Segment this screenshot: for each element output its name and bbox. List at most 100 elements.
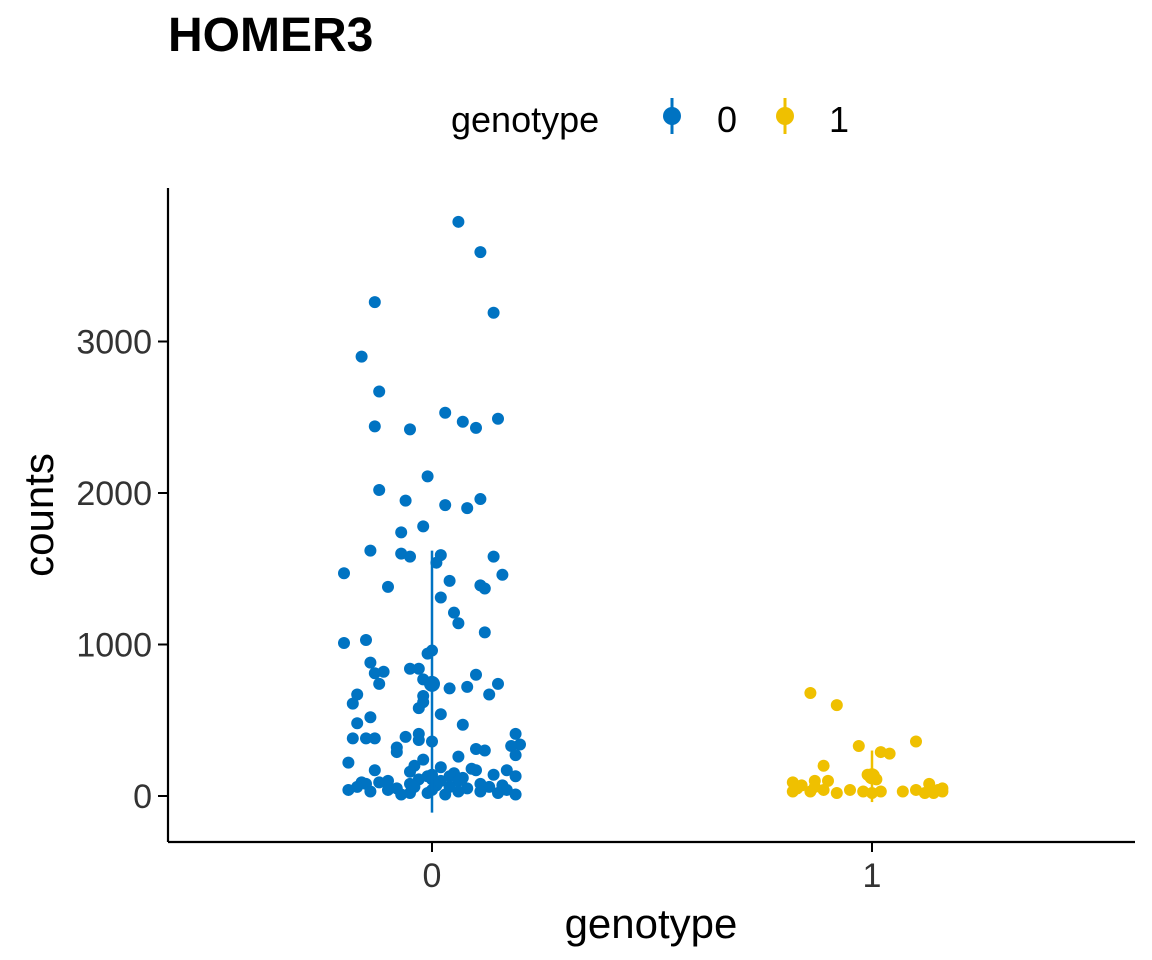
data-point-genotype-0 — [470, 421, 482, 434]
data-point-genotype-0 — [474, 246, 487, 259]
data-point-genotype-0 — [404, 662, 416, 675]
data-point-genotype-0 — [364, 711, 377, 724]
data-point-genotype-0 — [342, 783, 355, 796]
legend-entry-0: 0 — [663, 98, 737, 140]
data-point-genotype-0 — [452, 785, 465, 798]
data-point-genotype-0 — [382, 580, 394, 593]
data-point-genotype-0 — [417, 520, 430, 533]
data-point-genotype-0 — [483, 688, 496, 701]
data-point-genotype-0 — [443, 770, 456, 783]
data-point-genotype-0 — [505, 740, 518, 753]
data-point-genotype-0 — [421, 470, 434, 483]
data-point-genotype-0 — [452, 750, 465, 763]
data-point-genotype-1 — [830, 786, 843, 799]
data-point-genotype-0 — [487, 306, 500, 319]
data-point-genotype-1 — [822, 774, 834, 787]
data-point-genotype-0 — [404, 765, 416, 778]
data-point-genotype-0 — [456, 718, 469, 731]
data-point-genotype-0 — [500, 764, 513, 777]
data-point-genotype-0 — [434, 591, 447, 604]
mean-point-genotype-0 — [424, 675, 440, 692]
data-point-genotype-1 — [804, 686, 817, 699]
y-tick-label: 2000 — [76, 475, 152, 513]
data-point-genotype-0 — [395, 526, 408, 539]
data-point-genotype-0 — [399, 730, 412, 743]
data-point-genotype-0 — [360, 633, 372, 646]
data-point-genotype-0 — [478, 744, 491, 757]
y-axis-label: counts — [15, 453, 62, 577]
mean-point-genotype-1 — [864, 768, 880, 785]
data-point-genotype-0 — [434, 761, 447, 774]
legend-label-1: 1 — [829, 99, 849, 140]
data-point-genotype-0 — [368, 667, 381, 680]
data-point-genotype-0 — [509, 727, 522, 740]
summary-layer — [424, 550, 880, 813]
data-point-genotype-0 — [483, 780, 496, 793]
chart-title: HOMER3 — [168, 9, 374, 62]
data-point-genotype-0 — [492, 677, 504, 690]
data-point-genotype-1 — [927, 786, 940, 799]
data-point-genotype-0 — [368, 764, 381, 777]
data-point-genotype-0 — [478, 582, 491, 595]
data-point-genotype-0 — [474, 493, 487, 506]
data-point-genotype-0 — [448, 606, 460, 619]
data-point-genotype-0 — [452, 774, 465, 787]
y-tick-label: 1000 — [76, 627, 152, 665]
data-point-genotype-0 — [390, 746, 403, 759]
y-tick-label: 3000 — [76, 324, 152, 362]
data-point-genotype-1 — [852, 740, 865, 753]
data-point-genotype-0 — [338, 636, 350, 649]
data-point-genotype-0 — [351, 717, 364, 730]
legend-key-point-0 — [663, 107, 681, 125]
data-point-genotype-0 — [351, 688, 364, 701]
data-point-genotype-0 — [509, 749, 522, 762]
data-point-genotype-0 — [417, 753, 430, 766]
data-point-genotype-1 — [918, 786, 931, 799]
points-layer — [338, 215, 949, 801]
legend-key-point-1 — [776, 107, 794, 125]
data-point-genotype-0 — [364, 656, 377, 669]
data-point-genotype-0 — [496, 568, 509, 581]
data-point-genotype-0 — [346, 732, 359, 745]
data-point-genotype-0 — [509, 770, 522, 783]
data-point-genotype-1 — [830, 699, 843, 712]
data-point-genotype-0 — [368, 420, 381, 433]
data-point-genotype-0 — [492, 786, 504, 799]
data-point-genotype-0 — [487, 550, 500, 563]
data-point-genotype-1 — [786, 785, 799, 798]
data-point-genotype-0 — [456, 415, 469, 428]
data-point-genotype-1 — [817, 783, 830, 796]
data-point-genotype-0 — [395, 788, 408, 801]
data-point-genotype-0 — [492, 412, 504, 425]
legend-label-0: 0 — [717, 99, 737, 140]
data-point-genotype-0 — [412, 662, 425, 675]
data-point-genotype-0 — [404, 550, 416, 563]
data-point-genotype-0 — [368, 732, 381, 745]
data-point-genotype-1 — [883, 747, 896, 760]
data-point-genotype-1 — [910, 735, 922, 748]
data-point-genotype-0 — [439, 406, 452, 419]
data-point-genotype-0 — [421, 647, 434, 660]
data-point-genotype-0 — [452, 617, 465, 630]
data-point-genotype-0 — [474, 785, 487, 798]
data-point-genotype-0 — [478, 626, 491, 639]
data-point-genotype-0 — [452, 215, 465, 228]
data-point-genotype-1 — [923, 777, 936, 790]
data-point-genotype-1 — [896, 785, 909, 798]
data-point-genotype-0 — [373, 385, 386, 398]
data-point-genotype-0 — [439, 788, 452, 801]
data-point-genotype-0 — [346, 697, 359, 710]
data-point-genotype-0 — [434, 708, 447, 721]
data-point-genotype-0 — [430, 556, 443, 569]
data-point-genotype-0 — [364, 544, 377, 557]
data-point-genotype-0 — [364, 785, 377, 798]
data-point-genotype-1 — [844, 783, 856, 796]
data-point-genotype-0 — [399, 494, 412, 507]
data-point-genotype-0 — [355, 350, 368, 363]
legend-entry-1: 1 — [776, 98, 849, 140]
data-point-genotype-0 — [461, 502, 474, 515]
data-point-genotype-0 — [443, 682, 456, 695]
data-point-genotype-0 — [439, 499, 452, 512]
